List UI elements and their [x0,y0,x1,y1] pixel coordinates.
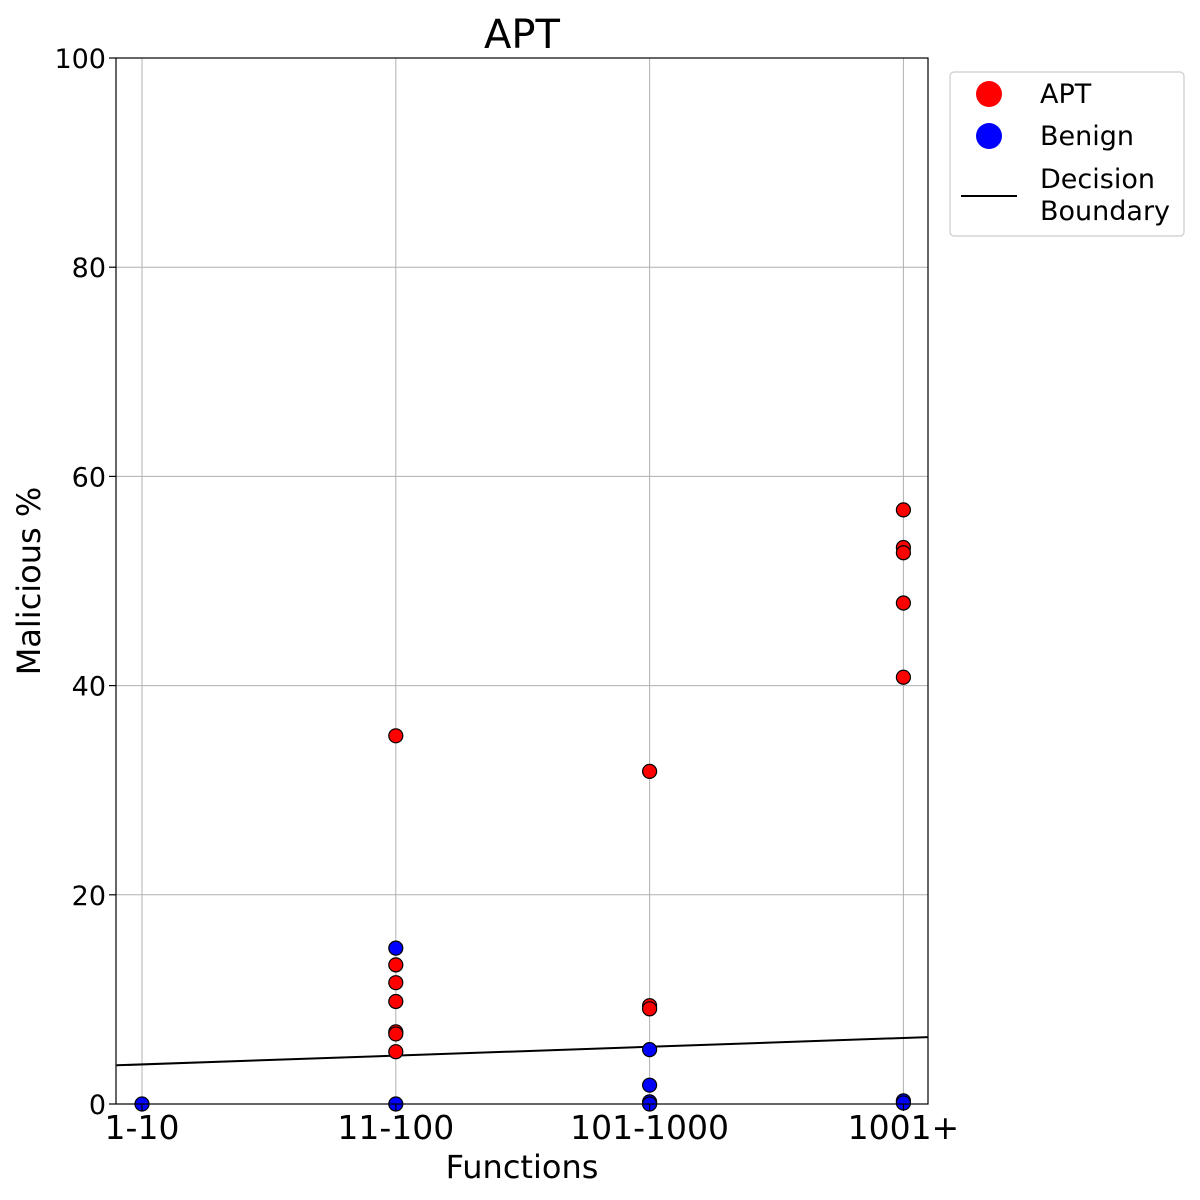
apt-point [388,957,404,973]
apt-point [641,1001,658,1017]
x-axis-label: Functions [446,1148,599,1186]
apt-point [641,763,658,779]
apt-point [895,595,912,611]
legend-label-decision-boundary: Decision Boundary [1040,164,1170,227]
x-axis: 1-10 11-100 101-1000 1001+ [105,1104,960,1147]
apt-point [895,545,912,561]
chart-title: APT [484,12,560,58]
y-tick-label: 60 [72,462,106,493]
apt-point [895,669,912,685]
y-tick-label: 80 [72,253,106,284]
benign-point [641,1042,658,1058]
grid [116,58,928,1104]
x-tick-label: 11-100 [337,1108,454,1147]
apt-point [895,502,912,518]
x-tick-label: 101-1000 [570,1108,729,1147]
benign-point [388,940,404,956]
apt-point [388,1026,404,1042]
apt-point [388,975,404,991]
y-tick-label: 20 [72,881,106,912]
legend-label-line: Decision [1040,164,1155,195]
decision-boundary-layer [116,1036,929,1067]
plot-frame [115,57,929,1105]
apt-point [388,1044,404,1060]
apt-point [388,728,404,744]
benign-point [641,1077,658,1093]
x-tick-label: 1-10 [105,1108,180,1147]
y-tick-label: 0 [89,1090,106,1121]
decision-boundary-line [116,1036,929,1067]
y-tick-label: 100 [54,44,106,75]
legend-marker-apt [976,81,1002,107]
apt-point [388,993,404,1010]
y-axis: 0 20 40 60 80 100 [54,44,116,1121]
legend-label-line: Boundary [1040,196,1170,227]
legend-label-apt: APT [1040,79,1092,110]
legend: APT Benign Decision Boundary [949,71,1185,237]
x-tick-label: 1001+ [848,1108,960,1147]
legend-label-benign: Benign [1040,121,1134,152]
points-layer [134,502,912,1112]
y-axis-label: Malicious % [10,487,48,676]
legend-marker-benign [976,123,1002,149]
y-tick-label: 40 [72,672,106,703]
